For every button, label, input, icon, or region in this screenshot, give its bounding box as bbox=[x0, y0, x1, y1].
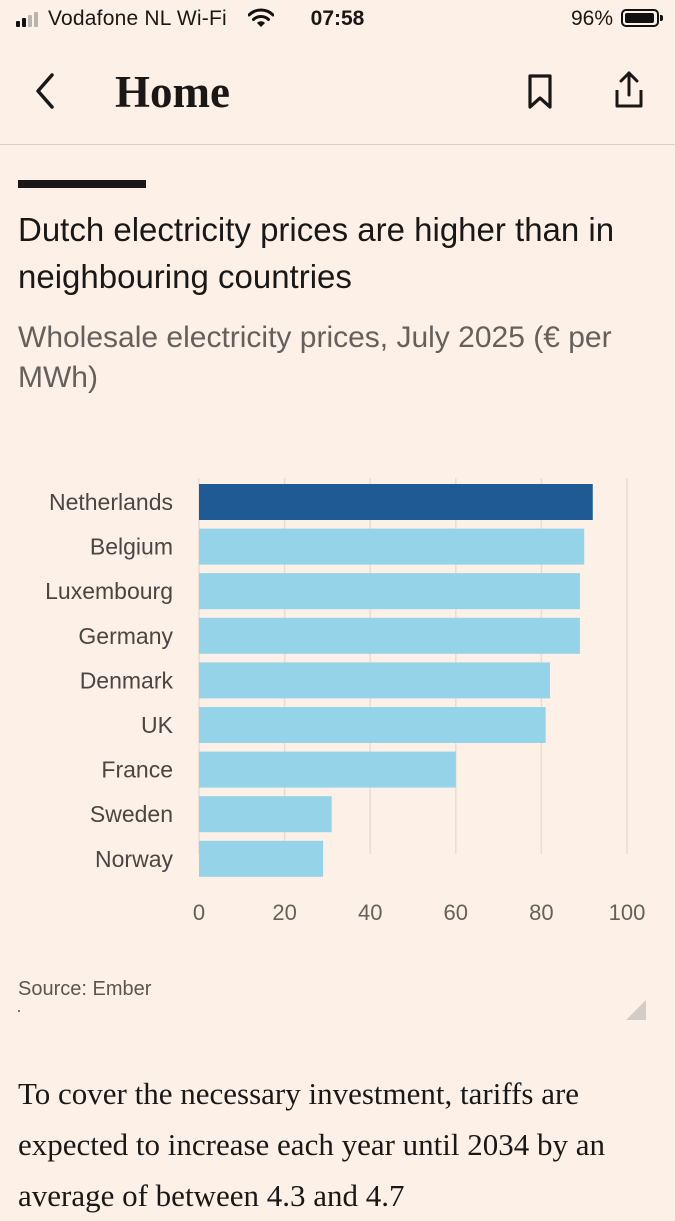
bar-netherlands bbox=[199, 484, 593, 520]
category-label: Belgium bbox=[90, 534, 173, 560]
bar-belgium bbox=[199, 528, 585, 565]
clock: 07:58 bbox=[310, 7, 365, 30]
expand-corner-icon[interactable] bbox=[626, 1000, 646, 1020]
wifi-icon bbox=[248, 8, 274, 27]
article-paragraph: To cover the necessary investment, tarif… bbox=[18, 1076, 606, 1213]
x-tick-label: 0 bbox=[193, 900, 205, 925]
bookmark-icon[interactable] bbox=[526, 73, 554, 111]
nav-bar: Home bbox=[0, 40, 675, 145]
category-label: Denmark bbox=[80, 667, 174, 693]
bar-denmark bbox=[199, 662, 550, 699]
chevron-left-icon[interactable] bbox=[30, 70, 62, 112]
battery-icon bbox=[621, 9, 663, 27]
carrier-name: Vodafone NL Wi-Fi bbox=[48, 7, 227, 30]
x-tick-label: 60 bbox=[444, 900, 468, 925]
bar-norway bbox=[199, 840, 324, 877]
category-label: Sweden bbox=[90, 801, 173, 827]
chart-title: Dutch electricity prices are higher than… bbox=[18, 211, 615, 295]
bar-sweden bbox=[199, 796, 332, 833]
category-label: Germany bbox=[78, 623, 173, 649]
bar-luxembourg bbox=[199, 573, 580, 610]
chart-source: Source: Ember bbox=[18, 978, 152, 1000]
category-label: UK bbox=[141, 712, 174, 738]
signal-icon bbox=[16, 11, 42, 27]
x-tick-label: 80 bbox=[529, 900, 553, 925]
bar-chart: 0 20 40 60 80 100 Netherlands Belgium Luxembourg… bbox=[0, 460, 675, 940]
category-label: Netherlands bbox=[49, 489, 173, 515]
chart-subtitle: Wholesale electricity prices, July 2025 … bbox=[18, 321, 612, 394]
chart-top-rule bbox=[18, 180, 146, 188]
category-label: France bbox=[101, 757, 173, 783]
share-icon[interactable] bbox=[610, 70, 648, 110]
x-tick-label: 20 bbox=[272, 900, 296, 925]
x-tick-label: 40 bbox=[358, 900, 382, 925]
page-title: Home bbox=[115, 67, 230, 117]
bar-chart-svg: 0 20 40 60 80 100 Netherlands Belgium Luxembourg… bbox=[45, 478, 646, 925]
x-tick-label: 100 bbox=[609, 900, 646, 925]
status-bar: Vodafone NL Wi-Fi 07:58 96% bbox=[0, 0, 675, 40]
bar-germany bbox=[199, 617, 580, 654]
category-label: Luxembourg bbox=[45, 578, 173, 604]
bar-uk bbox=[199, 707, 546, 743]
decorative-dot bbox=[18, 1010, 20, 1012]
category-label: Norway bbox=[95, 846, 173, 872]
battery-percentage: 96% bbox=[570, 7, 613, 30]
bar-france bbox=[199, 751, 456, 788]
